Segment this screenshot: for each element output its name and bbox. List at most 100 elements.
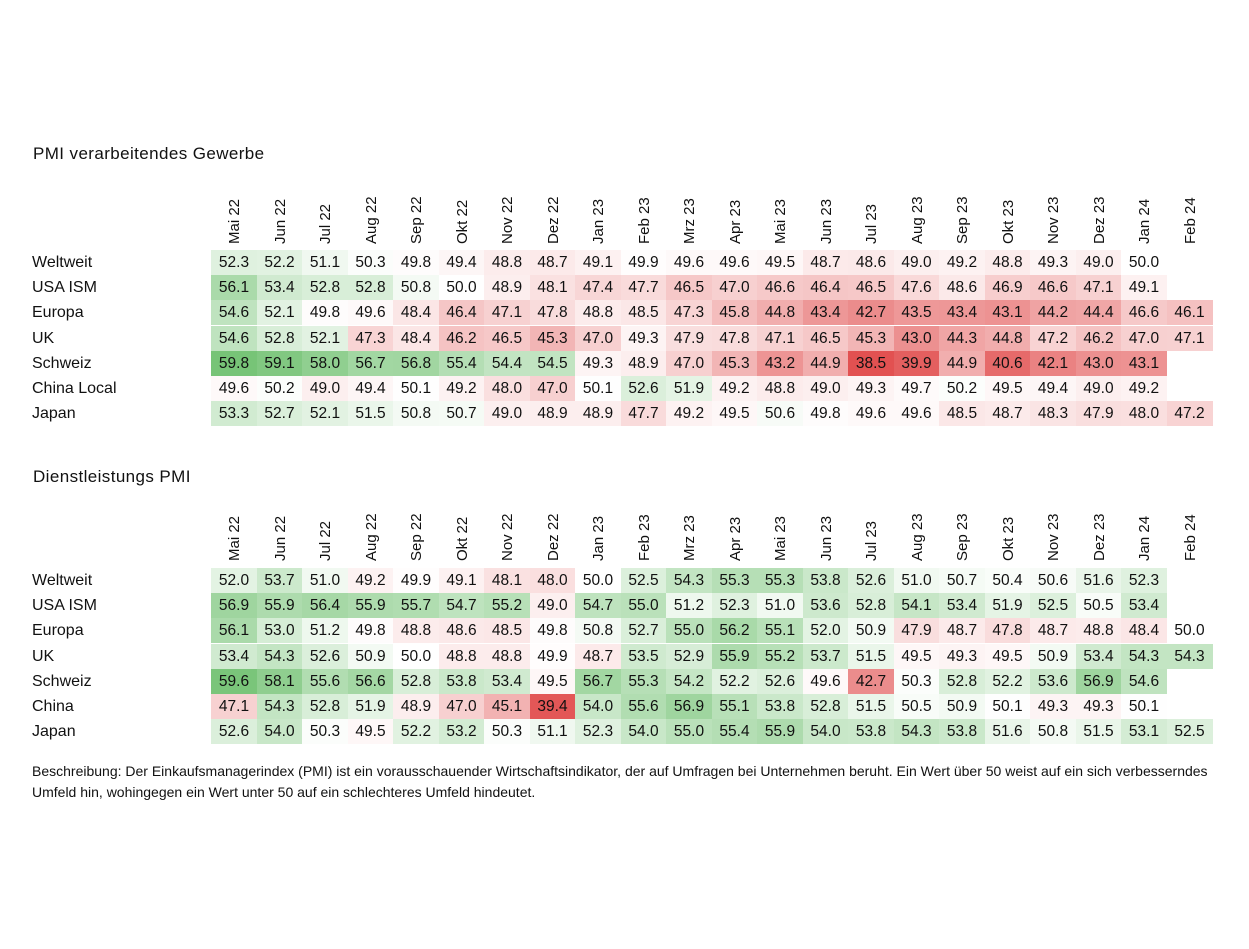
heatmap-cell: 55.2: [484, 593, 530, 619]
heatmap-cell: 54.6: [211, 300, 257, 326]
heatmap-cell: 48.9: [529, 401, 576, 427]
month-label: Okt 22: [453, 199, 471, 244]
heatmap-cell: 55.3: [711, 568, 758, 593]
heatmap-cell: 50.5: [893, 694, 940, 719]
heatmap-cell: 52.9: [666, 643, 712, 669]
heatmap-cell: 52.5: [620, 568, 667, 593]
heatmap-cell: 45.3: [711, 350, 758, 376]
heatmap-cell: 49.4: [347, 376, 394, 401]
heatmap-cell: 46.6: [757, 275, 803, 301]
heatmap-cell: 48.8: [484, 250, 530, 275]
heatmap-cell: 47.2: [1166, 401, 1213, 427]
heatmap-cell: 47.1: [1166, 325, 1213, 351]
heatmap-cell: 53.4: [256, 275, 303, 301]
heatmap-cell: 49.1: [438, 568, 485, 593]
month-label: Apr 23: [726, 199, 744, 244]
heatmap-cell: 47.2: [1030, 325, 1076, 351]
heatmap-cell: 48.5: [620, 300, 667, 326]
heatmap-cell: 52.2: [393, 719, 439, 745]
month-label: Aug 22: [362, 513, 380, 561]
heatmap-cell: 49.0: [484, 401, 530, 427]
heatmap-cell: 44.9: [802, 350, 849, 376]
heatmap-cell: 56.2: [711, 618, 758, 644]
heatmap-cell: 53.2: [438, 719, 485, 745]
heatmap-cell: 47.9: [893, 618, 940, 644]
heatmap-cell: 49.8: [529, 618, 576, 644]
heatmap-cell: 54.6: [211, 325, 257, 351]
heatmap-cell: 52.3: [711, 593, 758, 619]
heatmap-cell: 42.7: [848, 668, 894, 694]
row-label: UK: [32, 647, 55, 665]
heatmap-cell: 54.3: [1121, 643, 1167, 669]
month-label: Jul 23: [863, 520, 880, 561]
heatmap-cell: 47.8: [711, 325, 758, 351]
heatmap-cell: 49.6: [347, 300, 394, 326]
heatmap-cell: 54.7: [438, 593, 485, 619]
heatmap-cell: 48.6: [939, 275, 985, 301]
heatmap-cell: 52.3: [1121, 568, 1167, 593]
heatmap-cell: 49.4: [438, 250, 485, 275]
heatmap-cell: 50.1: [393, 376, 439, 401]
heatmap-cell: 48.7: [939, 618, 985, 644]
heatmap-cell: 54.7: [575, 593, 621, 619]
month-label: Sep 23: [954, 196, 971, 244]
heatmap-cell: 56.8: [393, 350, 439, 376]
heatmap-cell: 55.4: [438, 350, 485, 376]
heatmap-cell: 54.1: [893, 593, 940, 619]
heatmap-cell: 52.7: [620, 618, 667, 644]
heatmap-cell: 55.0: [620, 593, 667, 619]
heatmap-cell: 50.3: [893, 668, 940, 694]
heatmap-cell: 49.8: [302, 300, 348, 326]
month-label: Jun 23: [817, 198, 835, 244]
heatmap-cell: 53.0: [256, 618, 303, 644]
month-label: Okt 22: [453, 516, 471, 561]
row-label: China Local: [32, 380, 117, 397]
heatmap-cell: 52.2: [711, 668, 758, 694]
heatmap-cell: 52.1: [302, 401, 348, 427]
heatmap-cell: 50.5: [1075, 593, 1122, 619]
heatmap-cell: 54.3: [256, 643, 303, 669]
month-label: Jan 24: [1136, 198, 1153, 244]
heatmap-cell: 56.7: [347, 350, 394, 376]
heatmap-cell: 47.3: [347, 325, 394, 351]
heatmap-cell: 47.0: [666, 350, 712, 376]
heatmap-cell: 56.1: [211, 275, 257, 301]
heatmap-cell: 49.2: [939, 250, 985, 275]
heatmap-cell: 48.8: [575, 300, 621, 326]
heatmap-cell: 49.3: [575, 350, 621, 376]
heatmap-cell: 47.9: [1075, 401, 1122, 427]
heatmap-cell: 50.3: [347, 250, 394, 275]
heatmap-cell: 55.2: [757, 643, 803, 669]
heatmap-cell: 49.8: [347, 618, 394, 644]
heatmap-cell: 48.7: [984, 401, 1031, 427]
heatmap-cell: 47.8: [984, 618, 1031, 644]
heatmap-cell: 49.5: [711, 401, 758, 427]
heatmap-cell: 49.2: [438, 376, 485, 401]
row-label: Schweiz: [32, 354, 92, 372]
heatmap-cell: 47.0: [575, 325, 621, 351]
heatmap-cell: 47.0: [529, 376, 576, 401]
month-label: Jun 22: [271, 198, 289, 244]
row-label: Schweiz: [32, 672, 92, 690]
month-label: Dez 23: [1090, 513, 1108, 561]
month-label: Dez 22: [544, 196, 562, 244]
heatmap-cell: 49.0: [1075, 250, 1122, 275]
heatmap-cell: 55.9: [347, 593, 394, 619]
heatmap-cell: 39.4: [529, 694, 576, 719]
heatmap-cell: 48.9: [620, 350, 667, 376]
month-label: Sep 22: [408, 513, 425, 561]
heatmap-cell: 44.2: [1030, 300, 1076, 326]
heatmap-cell: 48.7: [802, 250, 849, 275]
month-label: Feb 24: [1181, 197, 1199, 244]
heatmap-cell: 49.3: [1030, 694, 1076, 719]
heatmap-cell: 47.1: [211, 694, 257, 719]
heatmap-cell: 46.4: [438, 300, 485, 326]
heatmap-cell: 43.5: [893, 300, 940, 326]
month-label: Nov 22: [499, 196, 516, 244]
row-label: China: [32, 698, 74, 715]
heatmap-cell: 48.9: [484, 275, 530, 301]
month-label: Nov 23: [1045, 513, 1062, 561]
heatmap-cell: 48.8: [438, 643, 485, 669]
heatmap-cell: 54.0: [256, 719, 303, 745]
heatmap-cell: 45.1: [484, 694, 530, 719]
